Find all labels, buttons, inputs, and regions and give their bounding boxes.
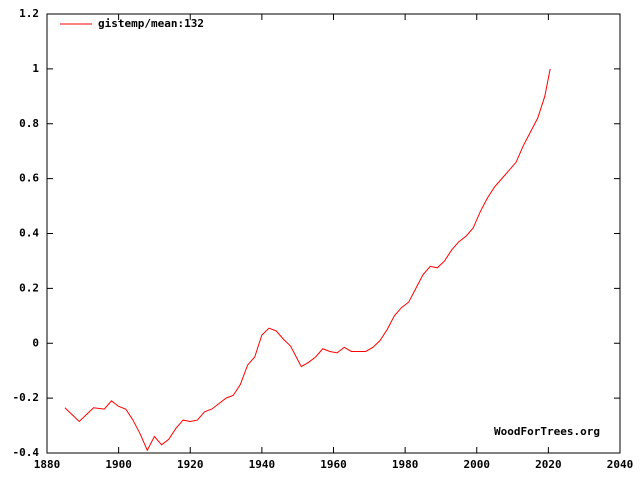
legend-label: gistemp/mean:132 [98,17,204,30]
y-tick-label: -0.4 [13,446,40,459]
data-line [64,68,551,452]
x-tick-label: 2000 [464,458,491,471]
x-tick-label: 2020 [535,458,562,471]
x-tick-label: 1940 [249,458,276,471]
y-tick-label: 0.8 [19,117,39,130]
y-tick-label: -0.2 [13,391,40,404]
y-tick-label: 0.2 [19,281,39,294]
annotation: WoodForTrees.org [494,425,600,438]
x-tick-label: 1880 [34,458,61,471]
y-tick-label: 0.4 [19,227,39,240]
y-tick-label: 1 [32,62,39,75]
x-tick-label: 1980 [392,458,419,471]
x-tick-label: 2040 [607,458,634,471]
x-tick-label: 1900 [105,458,132,471]
plot-frame [46,13,621,454]
y-tick-label: 0.6 [19,172,39,185]
y-tick-label: 1.2 [19,7,39,20]
x-tick-label: 1960 [320,458,347,471]
x-tick-label: 1920 [177,458,204,471]
y-tick-label: 0 [32,336,39,349]
